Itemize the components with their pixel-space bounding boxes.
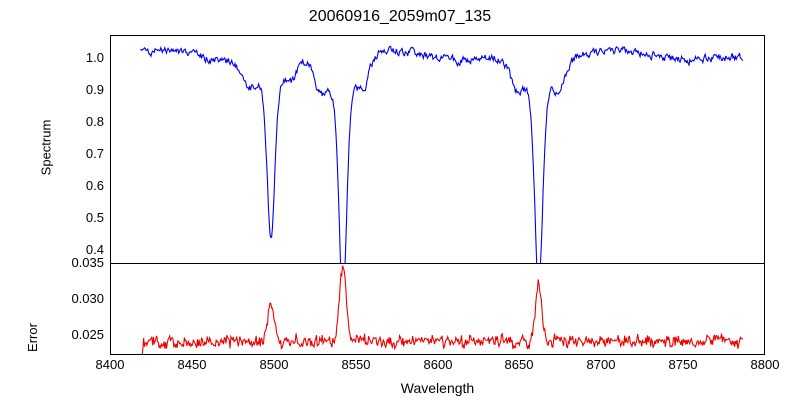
- error-panel[interactable]: [110, 263, 765, 355]
- y-tick-top-0.5: 0.5: [62, 210, 104, 225]
- x-tick-8400: 8400: [85, 357, 135, 372]
- x-tick-8600: 8600: [413, 357, 463, 372]
- y-tick-top-1.0: 1.0: [62, 50, 104, 65]
- y-tick-bottom-0.030: 0.030: [62, 291, 104, 306]
- y-tick-bottom-0.035: 0.035: [62, 255, 104, 270]
- x-tick-8750: 8750: [658, 357, 708, 372]
- x-tick-8800: 8800: [740, 357, 790, 372]
- spectrum-plot-svg: [111, 36, 764, 263]
- y-tick-top-0.7: 0.7: [62, 146, 104, 161]
- y-tick-top-0.9: 0.9: [62, 82, 104, 97]
- x-tick-8700: 8700: [576, 357, 626, 372]
- y-axis-label-spectrum: Spectrum: [38, 120, 53, 176]
- x-tick-8650: 8650: [494, 357, 544, 372]
- x-tick-8450: 8450: [167, 357, 217, 372]
- chart-title: 20060916_2059m07_135: [0, 8, 800, 26]
- error-line: [140, 266, 742, 354]
- y-tick-bottom-0.025: 0.025: [62, 327, 104, 342]
- x-tick-8550: 8550: [331, 357, 381, 372]
- x-tick-8500: 8500: [249, 357, 299, 372]
- spectrum-line: [140, 46, 742, 263]
- y-tick-top-0.6: 0.6: [62, 178, 104, 193]
- error-plot-svg: [111, 264, 764, 354]
- x-axis-label: Wavelength: [110, 380, 765, 396]
- spectrum-panel[interactable]: [110, 35, 765, 263]
- y-tick-top-0.8: 0.8: [62, 114, 104, 129]
- y-axis-label-error: Error: [25, 323, 40, 352]
